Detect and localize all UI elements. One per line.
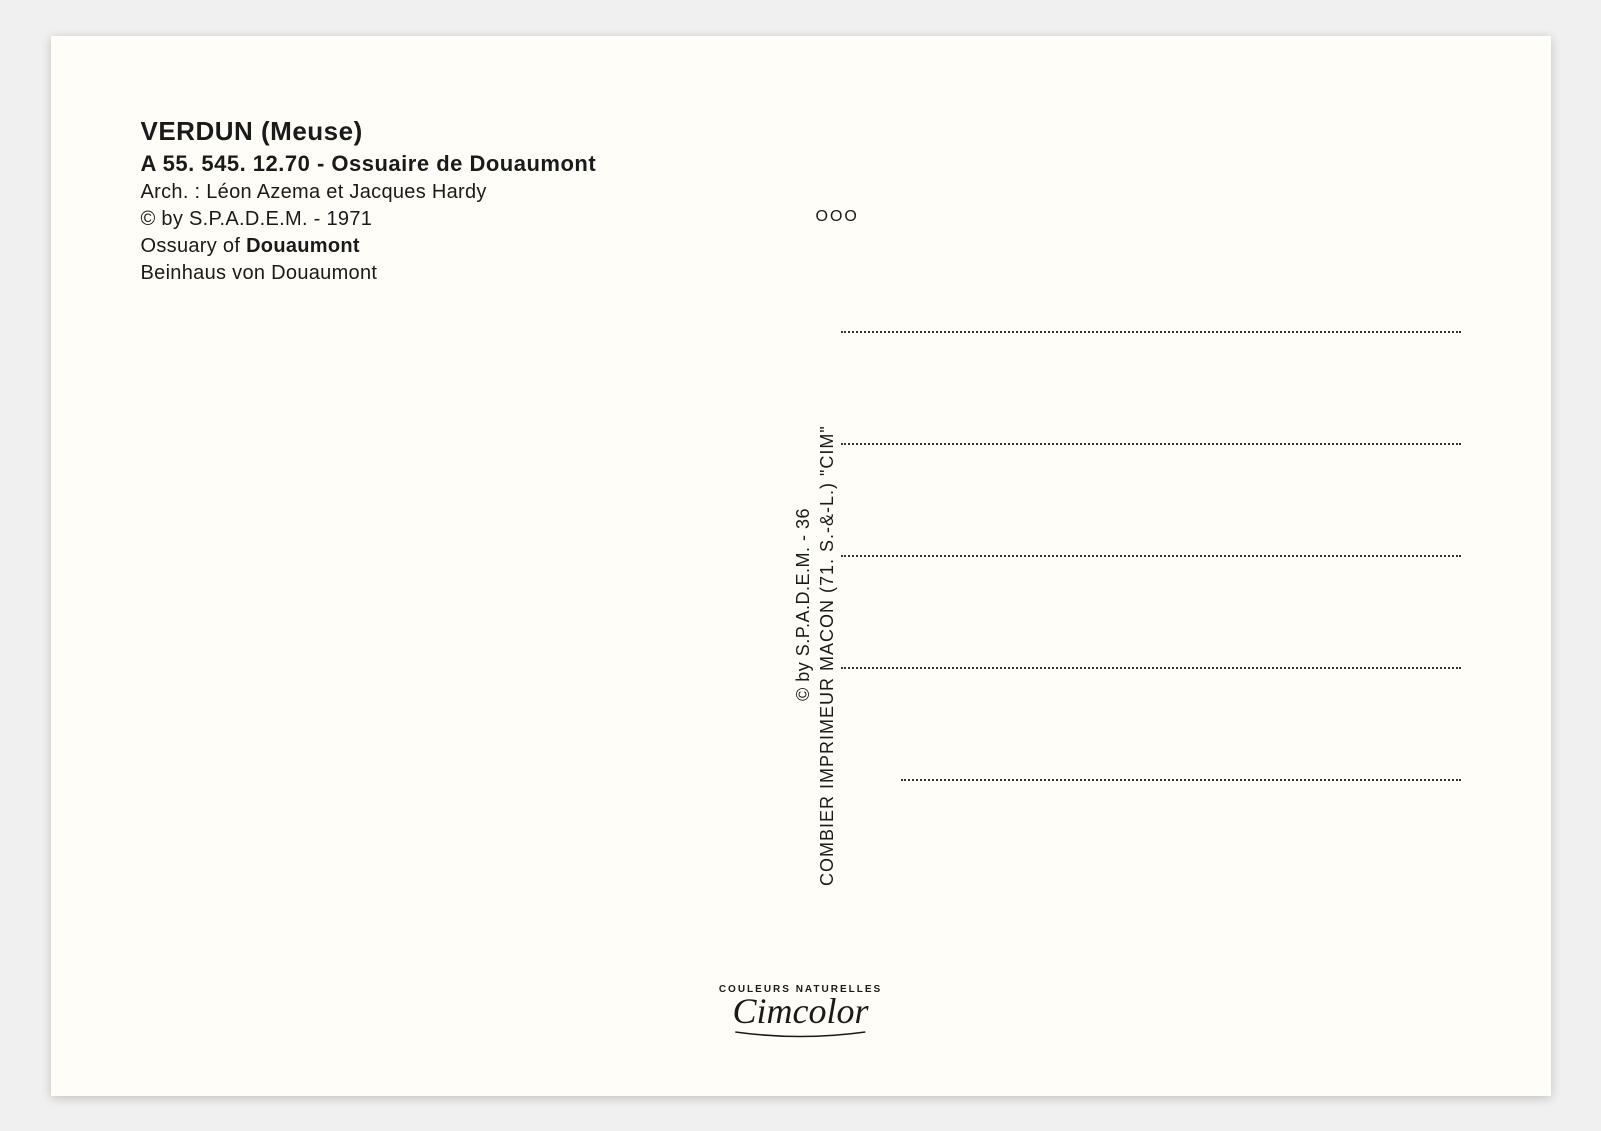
ossuary-prefix: Ossuary of bbox=[141, 235, 247, 257]
logo-swoosh-icon bbox=[731, 1026, 871, 1036]
address-line-5 bbox=[901, 779, 1461, 781]
address-area bbox=[841, 331, 1461, 781]
spadem-credit: © by S.P.A.D.E.M. - 36 bbox=[793, 508, 814, 701]
printer-credit: COMBIER IMPRIMEUR MACON (71. S.-&-L.) "C… bbox=[817, 425, 838, 886]
ossuary-de-line: Beinhaus von Douaumont bbox=[141, 262, 597, 285]
arch-names: Léon Azema et Jacques Hardy bbox=[206, 181, 486, 203]
address-line-4 bbox=[841, 667, 1461, 669]
architects-line: Arch. : Léon Azema et Jacques Hardy bbox=[141, 181, 597, 204]
copyright-line: © by S.P.A.D.E.M. - 1971 bbox=[141, 208, 597, 231]
ossuary-en-line: Ossuary of Douaumont bbox=[141, 235, 597, 258]
arch-prefix: Arch. : bbox=[141, 181, 207, 203]
ossuary-name: Douaumont bbox=[246, 235, 360, 257]
reference-line: A 55. 545. 12.70 - Ossuaire de Douaumont bbox=[141, 151, 597, 177]
location-title: VERDUN (Meuse) bbox=[141, 116, 597, 147]
publisher-logo: COULEURS NATURELLES Cimcolor bbox=[719, 984, 882, 1036]
vertical-divider: COMBIER IMPRIMEUR MACON (71. S.-&-L.) "C… bbox=[793, 246, 843, 886]
header-block: VERDUN (Meuse) A 55. 545. 12.70 - Ossuai… bbox=[141, 116, 597, 285]
postcard-back: VERDUN (Meuse) A 55. 545. 12.70 - Ossuai… bbox=[51, 36, 1551, 1096]
ooo-mark: OOO bbox=[816, 208, 859, 226]
logo-brand: Cimcolor bbox=[719, 997, 882, 1026]
address-line-1 bbox=[841, 331, 1461, 333]
address-line-2 bbox=[841, 443, 1461, 445]
address-line-3 bbox=[841, 555, 1461, 557]
